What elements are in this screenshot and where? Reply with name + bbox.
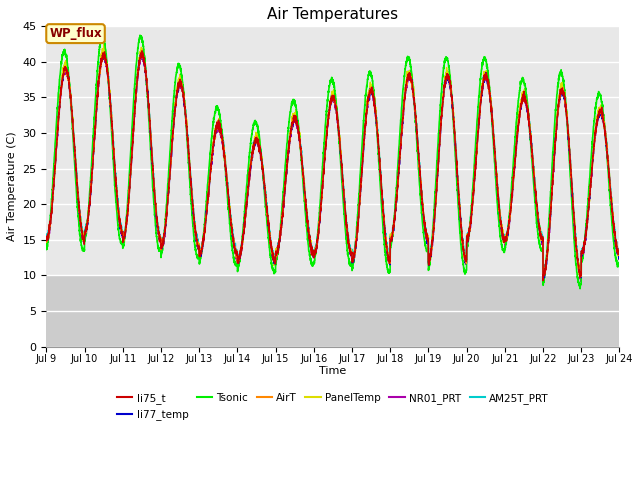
Legend: li75_t, li77_temp, Tsonic, AirT, PanelTemp, NR01_PRT, AM25T_PRT: li75_t, li77_temp, Tsonic, AirT, PanelTe… [113,389,553,424]
Y-axis label: Air Temperature (C): Air Temperature (C) [7,132,17,241]
Text: WP_flux: WP_flux [49,27,102,40]
X-axis label: Time: Time [319,366,346,376]
Title: Air Temperatures: Air Temperatures [268,7,399,22]
Bar [46,276,620,347]
